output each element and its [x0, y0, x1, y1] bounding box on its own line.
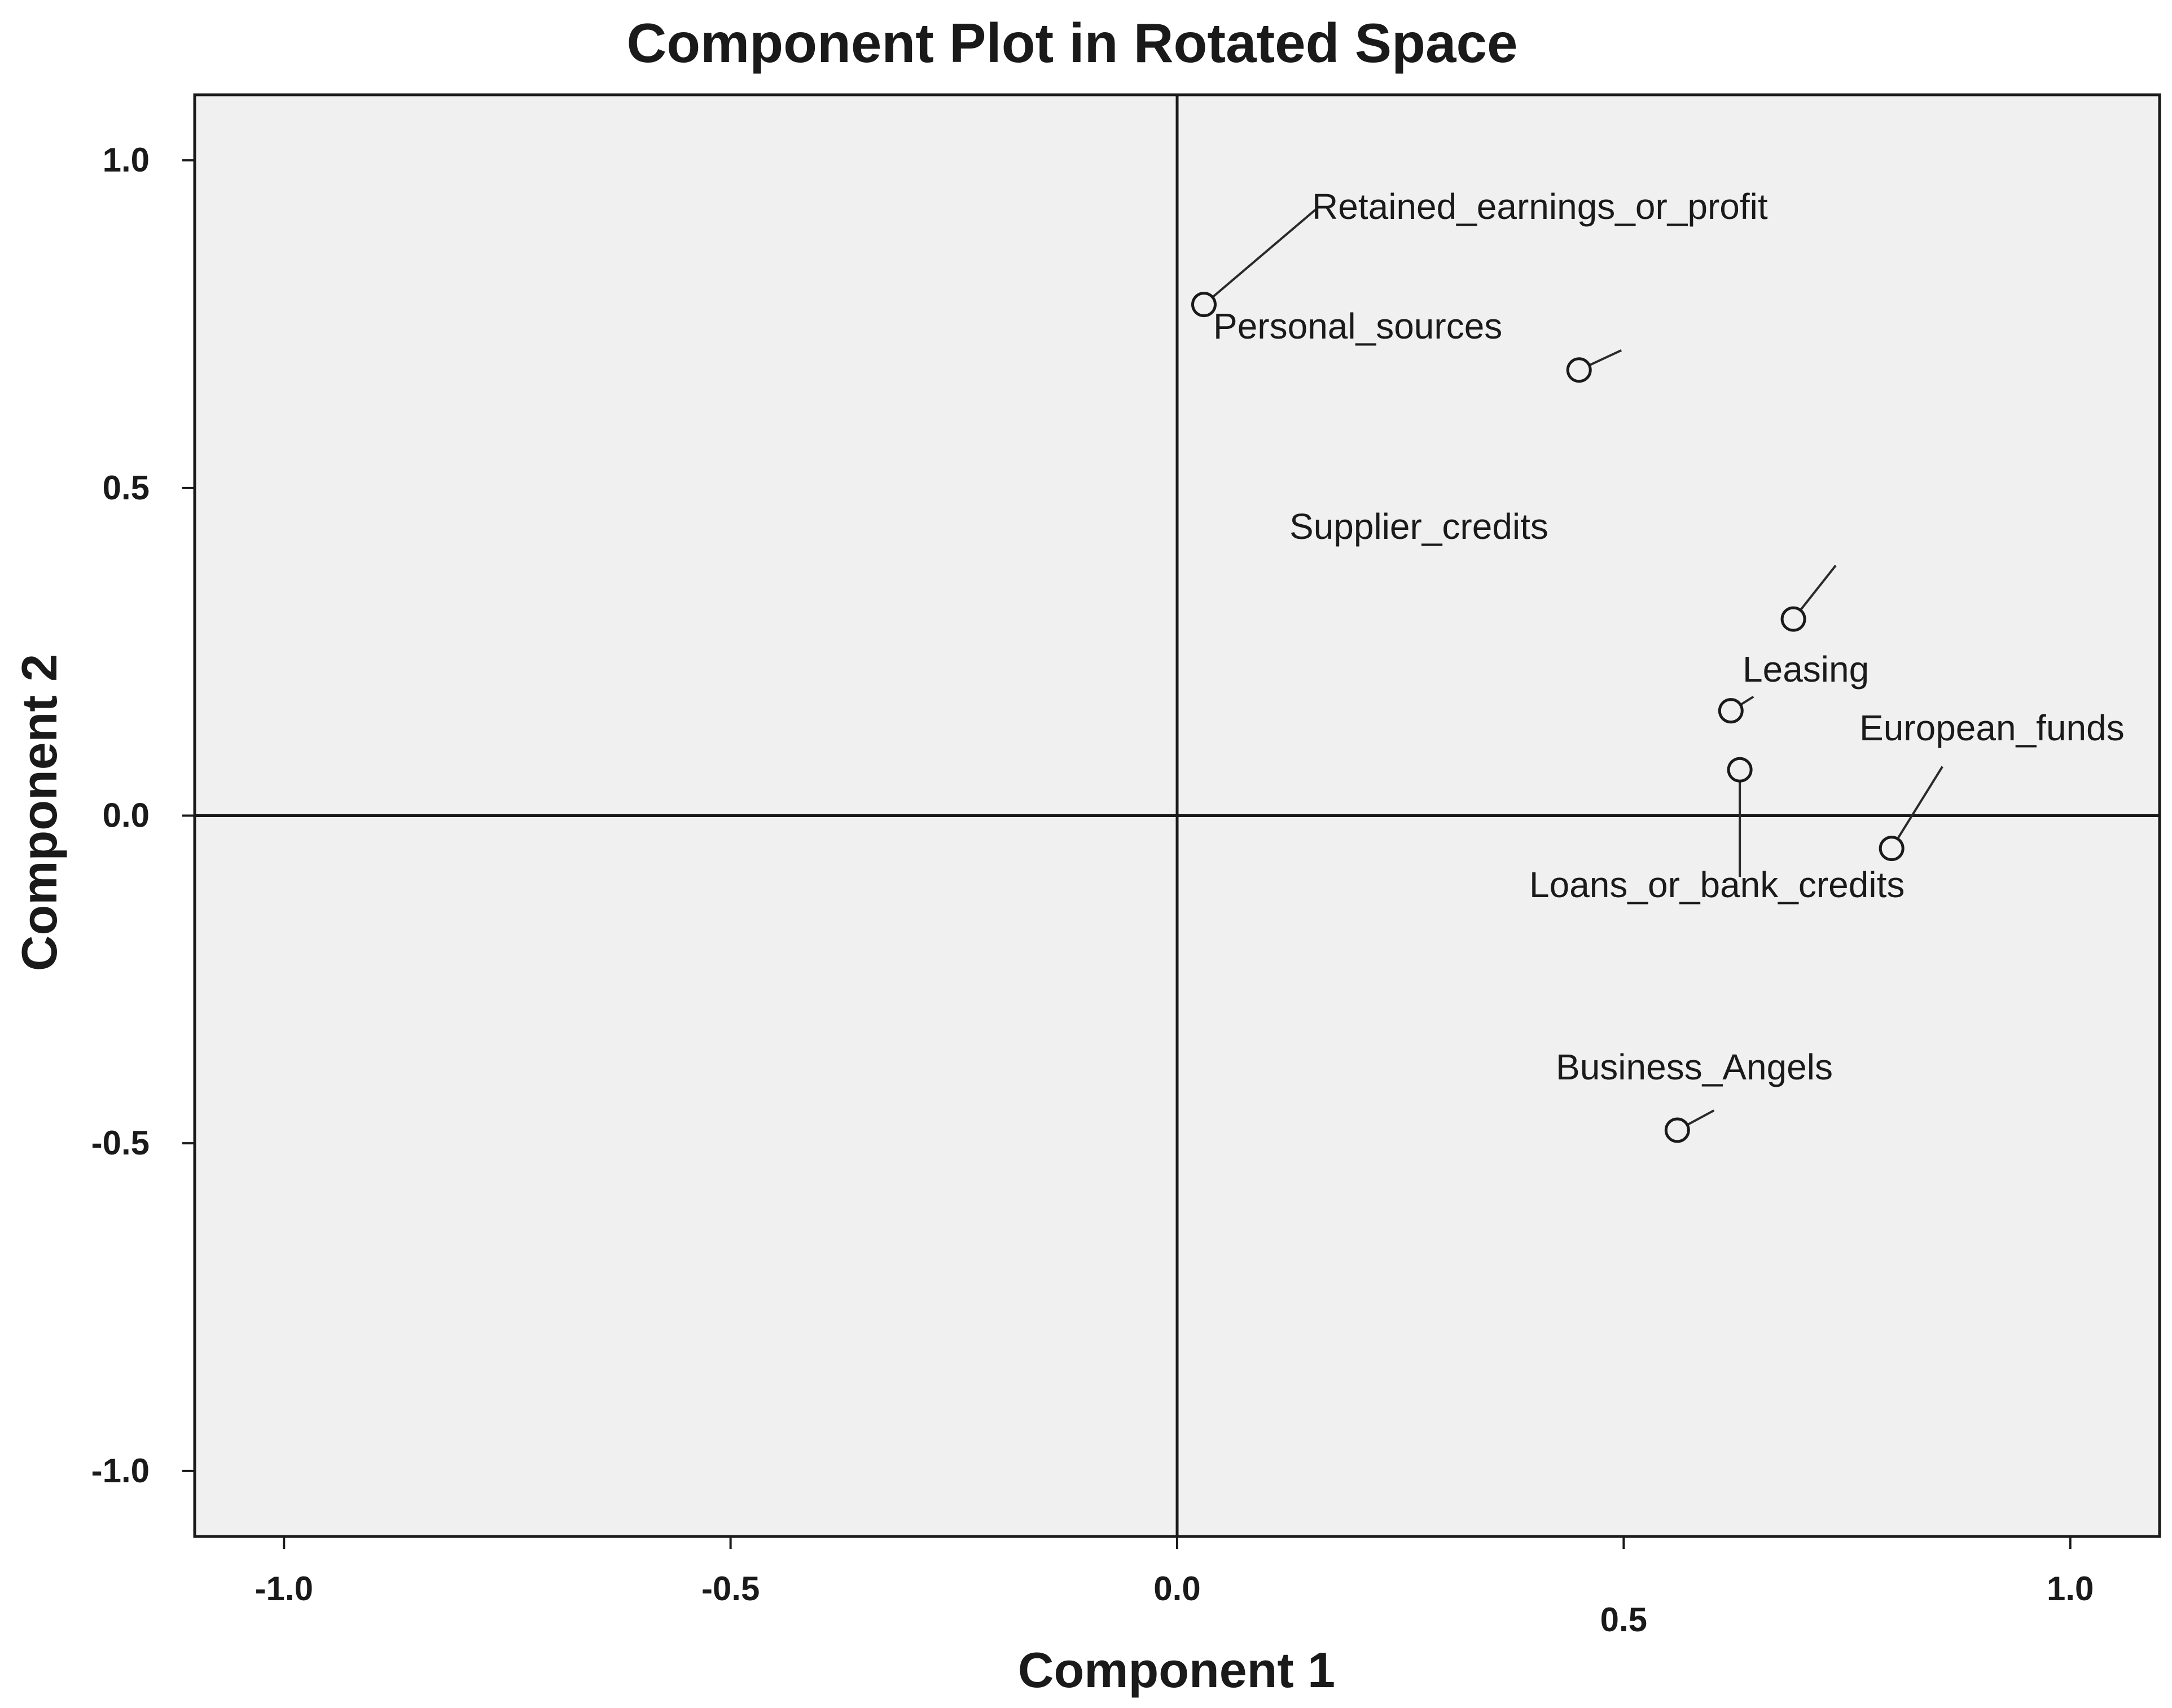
x-tick-label: 1.0: [2047, 1570, 2094, 1608]
point-label: Leasing: [1743, 649, 1869, 690]
x-axis-title: Component 1: [1018, 1642, 1335, 1698]
point-label: Business_Angels: [1556, 1047, 1833, 1087]
data-point: [1718, 698, 1744, 724]
point-label: Loans_or_bank_credits: [1529, 864, 1905, 905]
data-point: [1780, 606, 1806, 632]
data-point: [1566, 357, 1592, 383]
y-tick-label: -0.5: [91, 1124, 150, 1162]
data-point: [1191, 292, 1217, 318]
data-point: [1727, 757, 1753, 783]
reference-lines: [195, 95, 2160, 1536]
data-points: Retained_earnings_or_profit Personal_sour…: [1191, 186, 2125, 1143]
point-label: European_funds: [1859, 708, 2125, 748]
y-tick-label: 0.5: [103, 469, 150, 507]
y-axis-ticks: 1.0 0.5 0.0 -0.5 -1.0: [91, 141, 195, 1490]
point-label: Personal_sources: [1213, 306, 1502, 346]
chart-title: Component Plot in Rotated Space: [627, 12, 1518, 74]
y-tick-label: -1.0: [91, 1452, 150, 1490]
data-point: [1664, 1117, 1690, 1143]
leader-line: [1890, 766, 1943, 849]
point-label: Supplier_credits: [1289, 506, 1548, 547]
point-label: Retained_earnings_or_profit: [1312, 186, 1768, 227]
x-tick-label: 0.5: [1600, 1601, 1647, 1639]
leader-line: [1203, 208, 1318, 306]
y-tick-label: 0.0: [103, 797, 150, 835]
x-axis-ticks: -1.0 -0.5 0.0 0.5 1.0: [255, 1536, 2094, 1639]
y-tick-label: 1.0: [103, 141, 150, 179]
y-axis-title: Component 2: [11, 654, 67, 971]
data-point: [1879, 836, 1905, 862]
x-tick-label: -1.0: [255, 1570, 313, 1608]
x-tick-label: -0.5: [701, 1570, 760, 1608]
x-tick-label: 0.0: [1153, 1570, 1200, 1608]
